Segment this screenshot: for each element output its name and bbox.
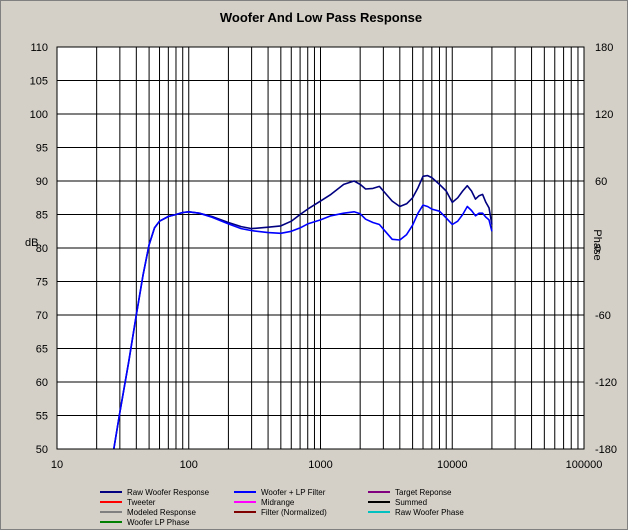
y2-tick-label: -60 xyxy=(595,310,611,322)
legend-label: Woofer + LP Filter xyxy=(261,488,326,497)
y-tick-label: 65 xyxy=(36,344,48,356)
y-tick-label: 100 xyxy=(30,109,48,121)
y-tick-label: 80 xyxy=(36,243,48,255)
y-tick-label: 105 xyxy=(30,76,48,88)
legend-label: Woofer LP Phase xyxy=(127,518,190,527)
y-tick-label: 90 xyxy=(36,176,48,188)
y-tick-label: 95 xyxy=(36,143,48,155)
y2-tick-label: 180 xyxy=(595,42,613,54)
x-tick-labels: 10 100 1000 10000 100000 xyxy=(51,459,602,471)
chart-title: Woofer And Low Pass Response xyxy=(220,10,422,25)
y-tick-label: 110 xyxy=(30,42,48,54)
y2-tick-label: 120 xyxy=(595,109,613,121)
y-tick-labels: 50 55 60 65 70 75 80 85 90 95 100 105 110 xyxy=(30,42,48,456)
legend-label: Raw Woofer Response xyxy=(127,488,210,497)
legend-label: Summed xyxy=(395,498,427,507)
legend-label: Modeled Response xyxy=(127,508,196,517)
y2-tick-labels: -180 -120 -60 0 60 120 180 xyxy=(595,42,617,456)
x-tick-label: 10000 xyxy=(437,459,468,471)
legend-label: Target Reponse xyxy=(395,488,452,497)
y-tick-label: 50 xyxy=(36,444,48,456)
x-tick-label: 100 xyxy=(180,459,198,471)
x-tick-label: 100000 xyxy=(566,459,603,471)
y-tick-label: 55 xyxy=(36,411,48,423)
x-tick-label: 1000 xyxy=(308,459,332,471)
y2-tick-label: 60 xyxy=(595,176,607,188)
y2-tick-label: 0 xyxy=(595,243,601,255)
legend-label: Tweeter xyxy=(127,498,156,507)
y-axis-label: dB xyxy=(25,237,38,249)
y2-axis-label: Phase xyxy=(591,229,603,260)
series-group xyxy=(113,174,493,450)
y2-tick-label: -120 xyxy=(595,377,617,389)
y-tick-label: 60 xyxy=(36,377,48,389)
y2-tick-label: -180 xyxy=(595,444,617,456)
grid xyxy=(56,46,584,450)
legend-label: Raw Woofer Phase xyxy=(395,508,464,517)
y-tick-label: 75 xyxy=(36,277,48,289)
legend-label: Filter (Normalized) xyxy=(261,508,327,517)
legend-label: Midrange xyxy=(261,498,295,507)
y-tick-label: 85 xyxy=(36,210,48,222)
legend: Raw Woofer Response Woofer + LP Filter Tar… xyxy=(100,488,464,527)
series-line-1 xyxy=(113,204,493,450)
y-tick-label: 70 xyxy=(36,310,48,322)
x-tick-label: 10 xyxy=(51,459,63,471)
plot-border xyxy=(56,46,585,450)
